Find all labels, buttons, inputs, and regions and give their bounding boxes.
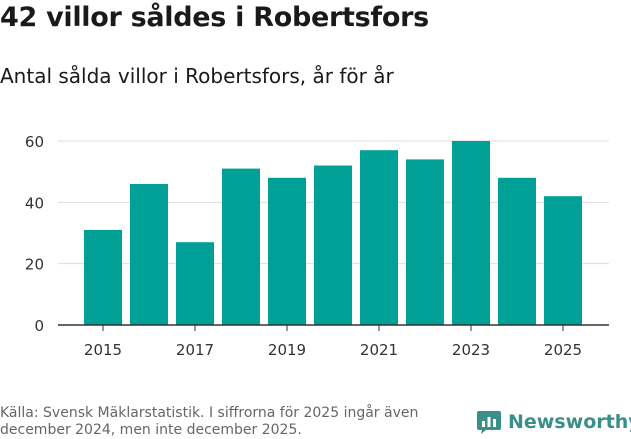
bar-2024 bbox=[498, 177, 536, 325]
bar-2016 bbox=[130, 183, 168, 325]
y-tick-label: 40 bbox=[25, 194, 44, 212]
bar-2023 bbox=[452, 141, 490, 325]
x-tick-label: 2025 bbox=[544, 341, 582, 359]
chart-subtitle: Antal sålda villor i Robertsfors, år för… bbox=[0, 64, 394, 88]
chart-title: 42 villor såldes i Robertsfors bbox=[0, 2, 429, 33]
x-tick-label: 2019 bbox=[268, 341, 306, 359]
y-axis-tick-labels: 0 20 40 60 bbox=[25, 133, 44, 335]
y-tick-label: 0 bbox=[34, 317, 44, 335]
brand-name: Newsworthy bbox=[508, 411, 631, 433]
y-tick-label: 60 bbox=[25, 133, 44, 151]
bar-2021 bbox=[360, 150, 398, 325]
x-axis bbox=[58, 324, 609, 331]
bar-2022 bbox=[406, 159, 444, 325]
x-tick-label: 2023 bbox=[452, 341, 490, 359]
source-note: Källa: Svensk Mäklarstatistik. I siffror… bbox=[0, 405, 419, 438]
bar-2020 bbox=[314, 165, 352, 325]
x-tick-label: 2017 bbox=[176, 341, 214, 359]
x-tick-label: 2015 bbox=[84, 341, 122, 359]
y-tick-label: 20 bbox=[25, 256, 44, 274]
bars bbox=[84, 141, 582, 325]
bar-2025 bbox=[544, 196, 582, 325]
bar-chart: 0 20 40 60 2015 2017 2019 2021 2023 2025 bbox=[25, 133, 609, 359]
brand-logo: Newsworthy bbox=[476, 407, 631, 437]
bar-2019 bbox=[268, 177, 306, 325]
x-axis-tick-labels: 2015 2017 2019 2021 2023 2025 bbox=[84, 341, 582, 359]
bar-2018 bbox=[222, 168, 260, 325]
bar-2017 bbox=[176, 242, 214, 325]
bar-2015 bbox=[84, 229, 122, 325]
x-tick-label: 2021 bbox=[360, 341, 398, 359]
newsworthy-logo-icon bbox=[477, 411, 501, 434]
